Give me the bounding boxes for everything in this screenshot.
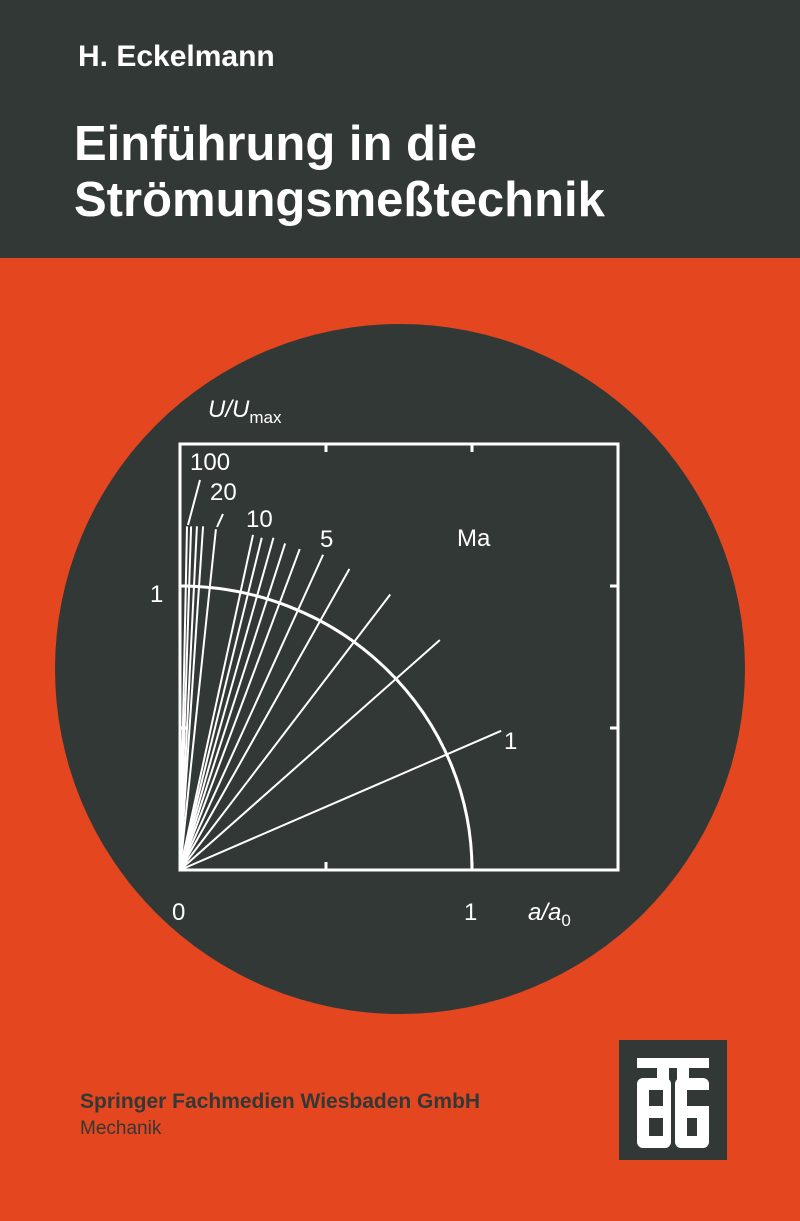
mach-line-5 [179, 534, 254, 871]
x-tick-1: 1 [464, 899, 477, 926]
x-axis-label: a/a0 [528, 899, 571, 930]
mach-line-6 [179, 537, 263, 871]
line-label-5: 5 [320, 526, 333, 553]
author: H. Eckelmann [78, 40, 275, 73]
line-label-10: 10 [246, 506, 273, 533]
mach-line-4 [179, 529, 217, 871]
publisher-logo [619, 1040, 727, 1160]
mach-line-9 [179, 548, 301, 871]
mach-line-13 [179, 639, 441, 871]
mach-line-10 [179, 554, 324, 871]
mach-line-2 [179, 526, 198, 871]
series-label-ma: Ma [457, 525, 491, 552]
line-label-1: 1 [504, 728, 517, 755]
y-tick-1: 1 [150, 581, 163, 608]
publisher: Springer Fachmedien Wiesbaden GmbH [80, 1090, 481, 1113]
book-title: Einführung in die Strömungsmeßtechnik [74, 116, 605, 228]
plot-frame [178, 442, 620, 872]
cover-disc [55, 324, 745, 1014]
quarter-circle-curve [179, 584, 474, 871]
mach-line-14 [179, 729, 502, 871]
tbg-logo-icon [637, 1058, 709, 1148]
title-line-2: Strömungsmeßtechnik [74, 173, 605, 227]
title-line-1: Einführung in die [74, 117, 477, 171]
x-tick-0: 0 [172, 899, 185, 926]
mach-line-7 [179, 537, 275, 871]
line-label-20: 20 [210, 479, 237, 506]
mach-line-11 [179, 568, 351, 871]
mach-line-3 [179, 526, 205, 871]
y-axis-label: U/Umax [208, 396, 282, 427]
title-band [0, 0, 800, 258]
mach-line-12 [179, 593, 392, 871]
leader-100 [187, 479, 201, 526]
mach-line-8 [179, 543, 287, 871]
line-label-100: 100 [190, 449, 230, 476]
series-name: Mechanik [80, 1118, 162, 1139]
leader-20 [216, 513, 224, 528]
